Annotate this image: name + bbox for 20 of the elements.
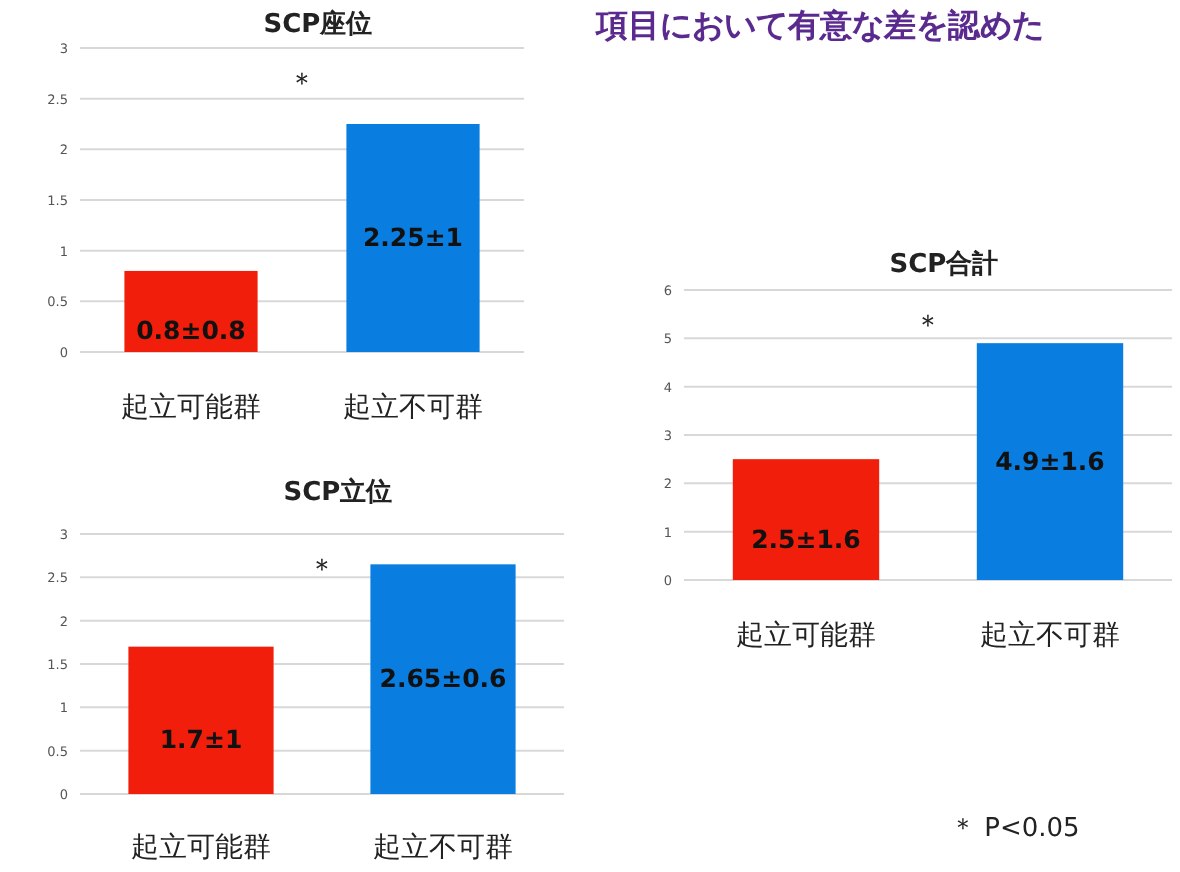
data-label: 0.8±0.8	[136, 315, 246, 346]
data-label: 4.9±1.6	[995, 445, 1106, 476]
annotation: ＊	[308, 554, 336, 586]
annotation: ＊	[288, 68, 316, 100]
x-tick-label: 起立不可群	[980, 620, 1120, 652]
x-tick-label: 起立不可群	[373, 832, 513, 864]
text: ＊ P<0.05	[950, 814, 1080, 844]
data-label: 2.25±1	[362, 222, 464, 252]
data-label: 2.5±1.6	[751, 523, 862, 554]
annotation: ＊	[914, 310, 942, 342]
text: 項目において有意な差を認めた	[594, 6, 1044, 44]
data-label: 1.7±1	[159, 724, 243, 755]
x-tick-label: 起立可能群	[121, 392, 261, 424]
chart-title: SCP立位	[283, 476, 393, 508]
x-tick-label: 起立可能群	[131, 832, 271, 864]
chart-title: SCP座位	[263, 8, 373, 40]
data-label: 2.65±0.6	[379, 663, 508, 694]
x-tick-label: 起立可能群	[736, 620, 876, 652]
chart-title: SCP合計	[889, 248, 999, 280]
x-tick-label: 起立不可群	[343, 392, 483, 424]
